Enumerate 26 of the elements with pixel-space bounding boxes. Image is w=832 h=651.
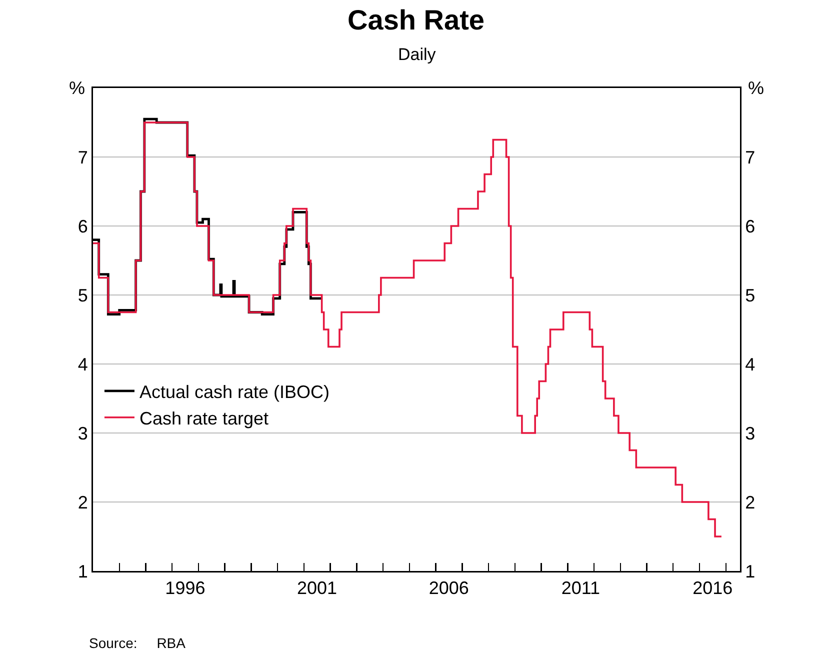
x-tick-label: 2011	[561, 578, 600, 598]
y2-tick-label: 3	[745, 423, 756, 444]
x-tick-label: 2016	[692, 578, 733, 598]
x-tick-label: 1996	[165, 578, 206, 598]
y2-tick-label: 1	[745, 561, 756, 582]
y-tick-label: 7	[78, 147, 88, 168]
source-note: Source: RBA	[89, 635, 186, 651]
y2-axis-title: %	[748, 78, 764, 98]
y2-tick-label: 4	[745, 354, 756, 374]
y2-tick-label: 7	[745, 147, 756, 168]
x-tick-label: 2006	[428, 578, 469, 598]
y-tick-label: 4	[78, 354, 88, 374]
legend-label: Cash rate target	[139, 408, 269, 428]
legend-label: Actual cash rate (IBOC)	[139, 382, 330, 402]
chart-title: Cash Rate	[348, 4, 484, 36]
y-axis-title: %	[69, 78, 86, 98]
y-tick-label: 2	[78, 492, 88, 512]
y2-tick-label: 6	[745, 216, 756, 236]
chart-subtitle: Daily	[398, 45, 436, 64]
y-tick-label: 6	[78, 216, 88, 236]
y2-tick-label: 2	[745, 492, 756, 512]
x-tick-label: 2001	[297, 578, 338, 598]
y-tick-label: 1	[78, 561, 88, 582]
y-tick-label: 5	[78, 285, 88, 306]
y-tick-label: 3	[78, 423, 88, 444]
y2-tick-label: 5	[745, 285, 756, 306]
